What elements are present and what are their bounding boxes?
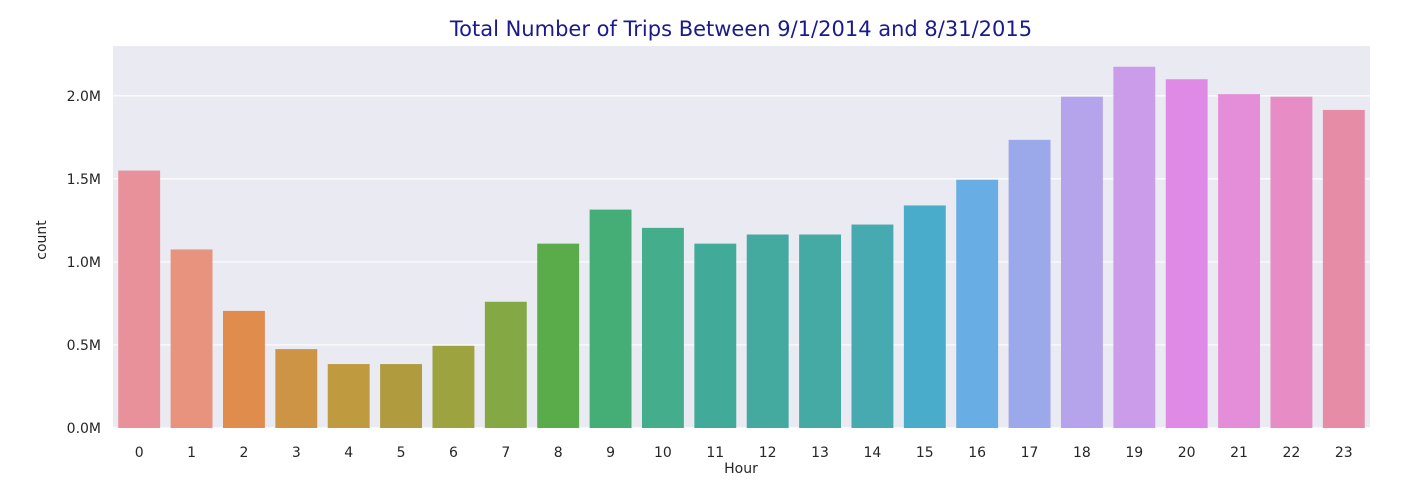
bar-hour-5 — [380, 364, 423, 428]
bars — [118, 66, 1365, 429]
bar-hour-19 — [1113, 66, 1156, 429]
x-tick-label: 8 — [554, 445, 563, 461]
x-tick-label: 18 — [1073, 445, 1091, 461]
x-tick-label: 6 — [449, 445, 458, 461]
bar-hour-12 — [746, 234, 789, 428]
bar-hour-8 — [537, 243, 580, 428]
bar-hour-23 — [1322, 109, 1365, 428]
x-tick-label: 15 — [916, 445, 934, 461]
x-tick-label: 19 — [1125, 445, 1143, 461]
x-tick-label: 9 — [606, 445, 615, 461]
x-tick-label: 23 — [1335, 445, 1353, 461]
x-tick-label: 11 — [706, 445, 724, 461]
x-tick-label: 1 — [187, 445, 196, 461]
x-tick-label: 10 — [654, 445, 672, 461]
bar-hour-6 — [432, 345, 475, 428]
bar-hour-3 — [275, 349, 318, 428]
x-tick-label: 22 — [1283, 445, 1301, 461]
x-tick-label: 13 — [811, 445, 829, 461]
bar-hour-9 — [589, 209, 632, 428]
x-tick-label: 12 — [759, 445, 777, 461]
bar-hour-22 — [1270, 96, 1313, 428]
bar-hour-16 — [956, 179, 999, 428]
grid-lines — [113, 95, 1370, 429]
bar-hour-14 — [851, 224, 894, 428]
bar-hour-20 — [1165, 79, 1208, 428]
y-tick-labels: 0.0M 0.5M 1.0M 1.5M 2.0M — [67, 89, 101, 437]
bar-hour-17 — [1008, 139, 1051, 429]
x-tick-label: 20 — [1178, 445, 1196, 461]
x-tick-label: 4 — [344, 445, 353, 461]
bar-hour-2 — [222, 310, 265, 428]
bar-hour-11 — [694, 243, 737, 428]
y-tick-label: 0.0M — [67, 421, 101, 437]
x-tick-label: 3 — [292, 445, 301, 461]
y-tick-label: 2.0M — [67, 89, 101, 105]
bar-hour-0 — [118, 170, 161, 428]
x-tick-labels: 0 1 2 3 4 5 6 7 8 9 10 11 12 13 14 15 16 17 18 19 20 21 22 23 — [135, 445, 1353, 461]
chart-title: Total Number of Trips Between 9/1/2014 a… — [449, 17, 1032, 41]
x-tick-label: 7 — [501, 445, 510, 461]
bar-hour-15 — [903, 205, 946, 428]
x-tick-label: 2 — [239, 445, 248, 461]
x-axis-title: Hour — [724, 461, 758, 477]
x-tick-label: 17 — [1021, 445, 1039, 461]
x-tick-label: 14 — [864, 445, 882, 461]
bar-hour-4 — [327, 364, 370, 428]
bar-hour-18 — [1060, 96, 1103, 428]
bar-hour-10 — [641, 227, 684, 428]
x-tick-label: 5 — [397, 445, 406, 461]
bar-hour-13 — [799, 234, 842, 428]
x-tick-label: 21 — [1230, 445, 1248, 461]
bar-hour-21 — [1218, 94, 1261, 428]
plot-area — [113, 46, 1370, 428]
bar-hour-1 — [170, 249, 213, 428]
bar-hour-7 — [484, 301, 527, 428]
y-tick-label: 0.5M — [67, 338, 101, 354]
y-tick-label: 1.5M — [67, 172, 101, 188]
y-axis-title: count — [34, 220, 50, 260]
y-tick-label: 1.0M — [67, 255, 101, 271]
x-tick-label: 0 — [135, 445, 144, 461]
x-tick-label: 16 — [968, 445, 986, 461]
